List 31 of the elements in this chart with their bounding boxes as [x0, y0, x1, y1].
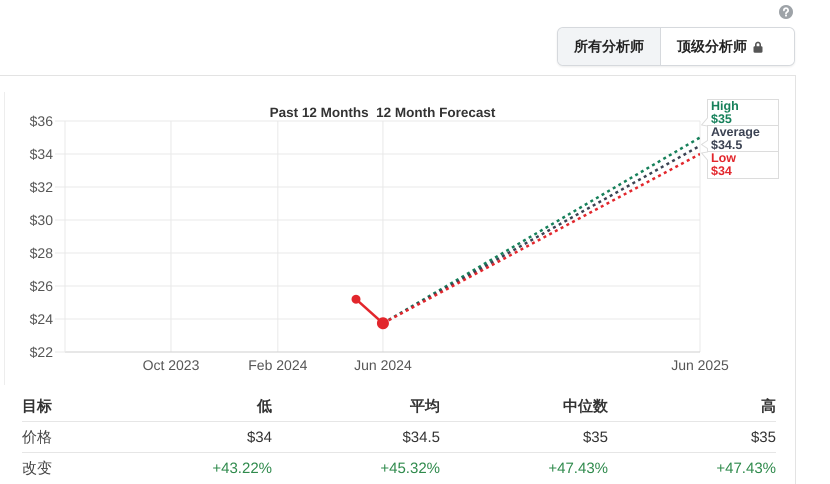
series-label: Low [711, 151, 736, 166]
text: 顶级分析师 [677, 38, 747, 56]
y-tick-label: $26 [30, 278, 54, 294]
category-label: 中位数 [563, 396, 608, 416]
y-tick-label: $22 [30, 344, 54, 360]
data-label: +47.43% [716, 460, 776, 476]
category-label: 低 [257, 396, 272, 416]
x-tick-label: Jun 2024 [354, 356, 412, 373]
y-tick-label: $32 [30, 178, 54, 195]
category-label: 高 [761, 396, 776, 416]
y-tick-label: $36 [30, 112, 54, 129]
x-tick-label: Jun 2025 [671, 356, 730, 373]
text: 改变 [22, 458, 52, 478]
data-label: +43.22% [212, 460, 272, 476]
x-tick-label: Oct 2023 [142, 356, 200, 373]
y-tick-label: $30 [30, 212, 54, 228]
chart-title: Past 12 Months 12 Month Forecast [270, 105, 496, 120]
data-label: $34 [711, 164, 732, 178]
data-label: $34.5 [711, 138, 742, 152]
text: 所有分析师 [574, 38, 644, 56]
legend-title: 目标 [22, 396, 52, 416]
series-label: Average [711, 125, 760, 140]
y-tick-label: $24 [30, 310, 54, 327]
y-tick-label: $34 [30, 146, 54, 162]
data-label: +45.32% [380, 460, 440, 476]
y-tick-label: $28 [30, 244, 54, 261]
data-label: $35 [711, 112, 732, 126]
data-label: +47.43% [548, 460, 608, 476]
x-tick-label: Feb 2024 [248, 356, 308, 373]
text: High [711, 99, 739, 114]
category-label: 平均 [410, 396, 440, 416]
